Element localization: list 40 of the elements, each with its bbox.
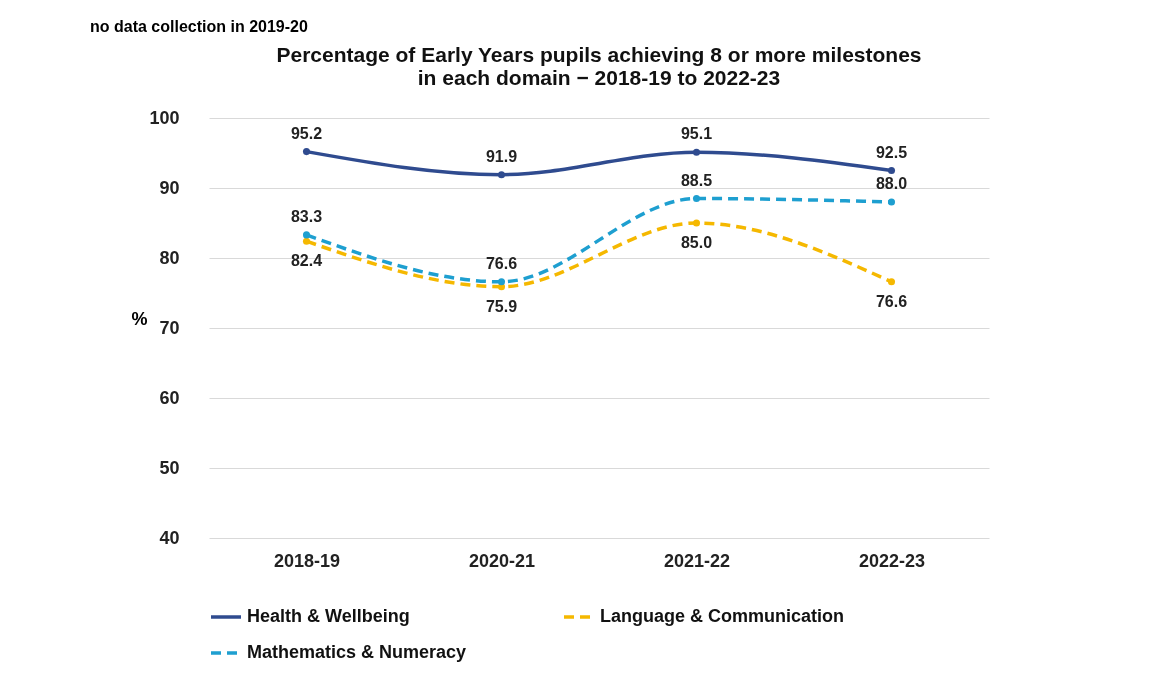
- data-label: 76.6: [875, 292, 908, 310]
- y-tick-label: 50: [159, 457, 180, 478]
- data-label: 85.0: [680, 234, 713, 251]
- text: no data collection in 2019-20: [90, 18, 308, 36]
- point: [887, 198, 896, 206]
- x-tick-label: 2021-22: [663, 550, 731, 571]
- y-tick-label: 60: [159, 387, 180, 408]
- data-label: 82.4: [290, 252, 323, 270]
- point: [692, 148, 701, 156]
- data-label: 83.3: [290, 207, 323, 225]
- y-axis-title: %: [131, 308, 148, 329]
- y-tick-label: 80: [159, 247, 180, 268]
- data-label: 76.6: [485, 254, 518, 272]
- data-label: 95.2: [290, 124, 323, 142]
- chart-title: Percentage of Early Years pupils achieving 8 or more milestones in each domain − 2018-19 to 2022-23: [276, 43, 922, 89]
- x-tick-label: 2022-23: [858, 550, 926, 571]
- point: [692, 194, 701, 203]
- data-label: 91.9: [485, 147, 518, 165]
- data-label: 88.5: [680, 171, 713, 189]
- y-tick-label: 90: [159, 177, 180, 198]
- data-label: 92.5: [875, 143, 908, 161]
- legend-label: Health & Wellbeing: [247, 606, 410, 626]
- y-tick-label: 40: [159, 527, 180, 548]
- legend-label: Language & Communication: [600, 606, 845, 626]
- point: [302, 237, 311, 245]
- point: [497, 171, 506, 179]
- y-tick-label: 100: [149, 107, 180, 128]
- point: [302, 148, 311, 156]
- point: [302, 231, 311, 239]
- y-tick-label: 70: [159, 317, 180, 338]
- data-label: 95.1: [680, 125, 713, 143]
- data-label: 88.0: [875, 175, 908, 192]
- point: [692, 219, 701, 227]
- x-tick-label: 2018-19: [273, 550, 341, 571]
- x-tick-label: 2020-21: [468, 550, 536, 571]
- legend-label: Mathematics & Numeracy: [247, 642, 467, 662]
- point: [887, 166, 896, 175]
- point: [887, 278, 896, 286]
- data-label: 75.9: [485, 297, 518, 315]
- point: [497, 278, 506, 286]
